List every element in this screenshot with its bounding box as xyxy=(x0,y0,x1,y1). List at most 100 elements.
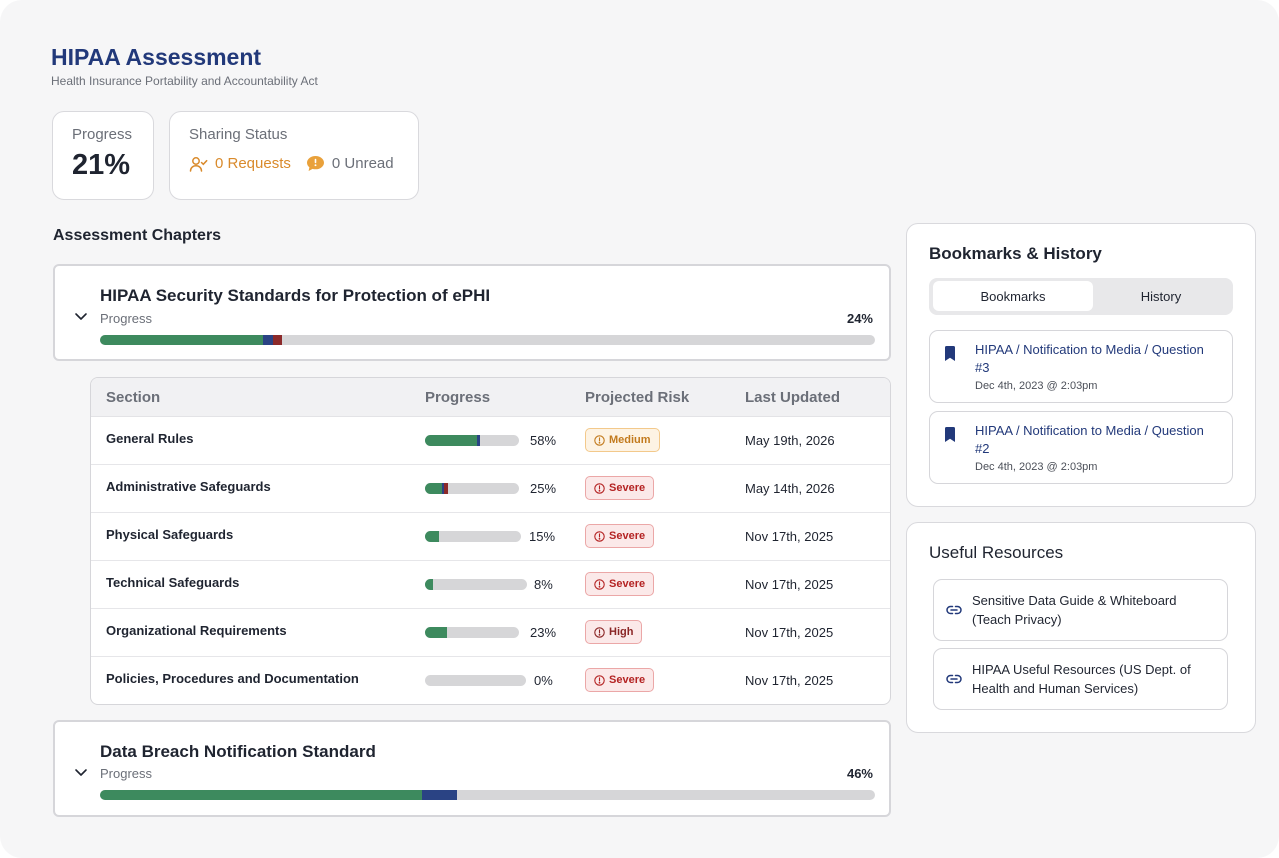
progress-segment-flagged xyxy=(444,483,449,494)
section-last-updated: Nov 17th, 2025 xyxy=(745,577,833,592)
section-progress-bar xyxy=(425,435,519,446)
section-last-updated: Nov 17th, 2025 xyxy=(745,625,833,640)
header-projected-risk[interactable]: Projected Risk xyxy=(585,389,689,406)
section-progress-bar xyxy=(425,531,521,542)
section-last-updated: Nov 17th, 2025 xyxy=(745,673,833,688)
progress-segment-complete xyxy=(425,531,439,542)
bookmark-date: Dec 4th, 2023 @ 2:03pm xyxy=(975,380,1097,392)
section-progress-percent: 8% xyxy=(534,577,553,592)
alert-circle-icon xyxy=(594,483,605,494)
section-name: Administrative Safeguards xyxy=(106,479,271,494)
tab-history[interactable]: History xyxy=(1093,281,1229,311)
link-icon xyxy=(946,672,962,686)
chapter-progress-bar xyxy=(100,790,875,800)
progress-segment-complete xyxy=(425,579,433,590)
requests-count: 0 Requests xyxy=(215,155,291,172)
progress-segment-complete xyxy=(100,790,422,800)
bookmarks-history-toggle: Bookmarks History xyxy=(929,278,1233,315)
table-row[interactable]: Administrative Safeguards 25% Severe May 14… xyxy=(91,465,890,513)
link-icon xyxy=(946,603,962,617)
section-progress-percent: 15% xyxy=(529,529,555,544)
alert-circle-icon xyxy=(594,675,605,686)
progress-segment-complete xyxy=(425,627,447,638)
header-section[interactable]: Section xyxy=(106,389,160,406)
chapter-security-standards[interactable]: HIPAA Security Standards for Protection … xyxy=(53,264,891,361)
progress-card: Progress 21% xyxy=(52,111,154,200)
risk-label: Medium xyxy=(609,434,651,446)
table-row[interactable]: Policies, Procedures and Documentation 0%… xyxy=(91,657,890,705)
assessment-chapters-heading: Assessment Chapters xyxy=(53,227,221,245)
resource-link[interactable]: Sensitive Data Guide & Whiteboard (Teach… xyxy=(933,579,1228,641)
bookmark-item[interactable]: HIPAA / Notification to Media / Question… xyxy=(929,411,1233,484)
risk-badge: Severe xyxy=(585,476,654,500)
progress-card-label: Progress xyxy=(72,126,153,143)
risk-label: Severe xyxy=(609,530,645,542)
bookmark-date: Dec 4th, 2023 @ 2:03pm xyxy=(975,461,1097,473)
chapter-breach-notification[interactable]: Data Breach Notification Standard Progre… xyxy=(53,720,891,817)
progress-segment-complete xyxy=(100,335,263,345)
requests-link[interactable]: 0 Requests xyxy=(189,155,291,172)
sharing-status-label: Sharing Status xyxy=(189,126,418,143)
resource-title: HIPAA Useful Resources (US Dept. of Heal… xyxy=(972,660,1217,698)
section-name: Organizational Requirements xyxy=(106,623,287,638)
resource-link[interactable]: HIPAA Useful Resources (US Dept. of Heal… xyxy=(933,648,1228,710)
section-last-updated: May 19th, 2026 xyxy=(745,433,835,448)
progress-segment-in-progress xyxy=(263,335,273,345)
resource-title: Sensitive Data Guide & Whiteboard (Teach… xyxy=(972,591,1217,629)
risk-badge: Severe xyxy=(585,524,654,548)
bookmarks-history-panel: Bookmarks & History Bookmarks History HI… xyxy=(906,223,1256,507)
chevron-down-icon[interactable] xyxy=(73,308,89,324)
user-check-icon xyxy=(189,156,208,172)
chapter-title: Data Breach Notification Standard xyxy=(100,742,376,762)
progress-segment-complete xyxy=(425,435,477,446)
bookmarks-history-title: Bookmarks & History xyxy=(929,244,1102,264)
bookmark-path: HIPAA / Notification to Media / Question… xyxy=(975,422,1205,458)
table-row[interactable]: Physical Safeguards 15% Severe Nov 17th, 20… xyxy=(91,513,890,561)
section-progress-percent: 0% xyxy=(534,673,553,688)
unread-count: 0 Unread xyxy=(332,155,394,172)
table-row[interactable]: Technical Safeguards 8% Severe Nov 17th, 20… xyxy=(91,561,890,609)
progress-card-value: 21% xyxy=(72,149,153,182)
alert-circle-icon xyxy=(594,435,605,446)
chevron-down-icon[interactable] xyxy=(73,764,89,780)
header-last-updated[interactable]: Last Updated xyxy=(745,389,840,406)
progress-segment-in-progress xyxy=(422,790,457,800)
page-title: HIPAA Assessment xyxy=(51,44,261,71)
useful-resources-panel: Useful Resources Sensitive Data Guide & … xyxy=(906,522,1256,733)
alert-circle-icon xyxy=(594,627,605,638)
table-row[interactable]: Organizational Requirements 23% High Nov 17… xyxy=(91,609,890,657)
alert-circle-icon xyxy=(594,531,605,542)
progress-segment-flagged xyxy=(273,335,282,345)
header-progress[interactable]: Progress xyxy=(425,389,490,406)
section-name: Physical Safeguards xyxy=(106,527,233,542)
bookmark-icon xyxy=(944,346,956,361)
table-row[interactable]: General Rules 58% Medium May 19th, 2026 xyxy=(91,417,890,465)
chapter-title: HIPAA Security Standards for Protection … xyxy=(100,286,490,306)
section-progress-percent: 25% xyxy=(530,481,556,496)
section-name: Technical Safeguards xyxy=(106,575,239,590)
page-subtitle: Health Insurance Portability and Account… xyxy=(51,74,318,88)
bookmark-path: HIPAA / Notification to Media / Question… xyxy=(975,341,1205,377)
risk-label: Severe xyxy=(609,674,645,686)
risk-badge: Severe xyxy=(585,668,654,692)
risk-badge: Severe xyxy=(585,572,654,596)
alert-circle-icon xyxy=(594,579,605,590)
sharing-status-card: Sharing Status 0 Requests 0 Unread xyxy=(169,111,419,200)
progress-segment-complete xyxy=(425,483,442,494)
risk-label: Severe xyxy=(609,578,645,590)
chapter-progress-label: Progress xyxy=(100,311,152,326)
bookmark-item[interactable]: HIPAA / Notification to Media / Question… xyxy=(929,330,1233,403)
section-progress-percent: 23% xyxy=(530,625,556,640)
section-progress-percent: 58% xyxy=(530,433,556,448)
unread-link[interactable]: 0 Unread xyxy=(306,155,394,172)
tab-bookmarks[interactable]: Bookmarks xyxy=(933,281,1093,311)
risk-badge: Medium xyxy=(585,428,660,452)
risk-badge: High xyxy=(585,620,642,644)
section-progress-bar xyxy=(425,675,526,686)
section-progress-bar xyxy=(425,627,519,638)
useful-resources-title: Useful Resources xyxy=(929,543,1063,563)
section-progress-bar xyxy=(425,483,519,494)
chat-bubble-icon xyxy=(306,155,325,172)
risk-label: Severe xyxy=(609,482,645,494)
